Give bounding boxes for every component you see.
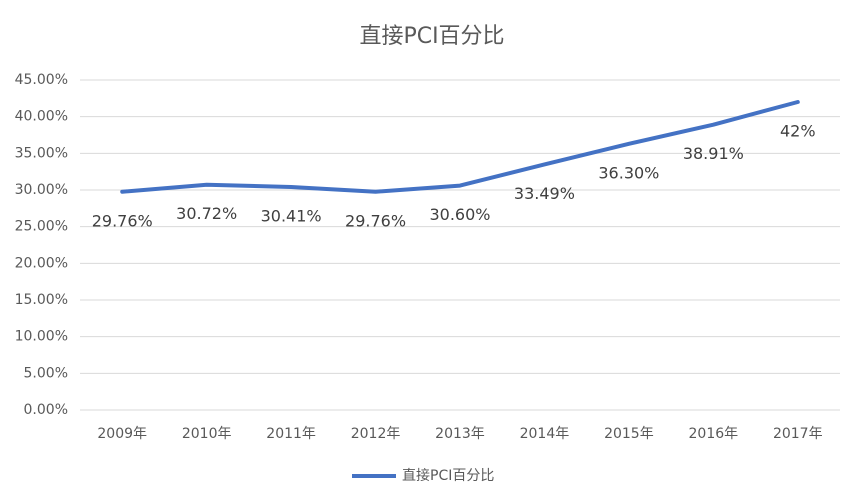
y-tick-label: 20.00% [15,255,68,271]
data-label: 30.60% [429,205,490,224]
x-tick-label: 2010年 [182,426,232,442]
y-tick-label: 15.00% [15,292,68,308]
y-tick-label: 5.00% [24,365,68,381]
x-tick-label: 2009年 [97,426,147,442]
data-label: 29.76% [345,211,406,230]
data-label: 30.41% [261,206,322,225]
x-tick-label: 2016年 [689,426,739,442]
y-tick-label: 35.00% [15,145,68,161]
x-tick-label: 2015年 [604,426,654,442]
y-tick-label: 10.00% [15,329,68,345]
chart-title: 直接PCI百分比 [359,24,504,49]
data-line [120,100,800,194]
data-label: 29.76% [92,211,153,230]
data-label: 36.30% [598,163,659,182]
x-tick-label: 2011年 [266,426,316,442]
y-tick-label: 0.00% [24,402,68,418]
x-tick-label: 2013年 [435,426,485,442]
legend-label: 直接PCI百分比 [402,467,494,484]
data-label: 38.91% [683,144,744,163]
y-tick-label: 30.00% [15,182,68,198]
data-label: 42% [780,122,816,141]
x-tick-label: 2014年 [520,426,570,442]
x-tick-label: 2017年 [773,426,823,442]
y-tick-label: 45.00% [15,72,68,88]
y-tick-label: 40.00% [15,109,68,125]
x-tick-label: 2012年 [351,426,401,442]
y-tick-label: 25.00% [15,219,68,235]
data-label: 30.72% [176,204,237,223]
data-label: 33.49% [514,184,575,203]
